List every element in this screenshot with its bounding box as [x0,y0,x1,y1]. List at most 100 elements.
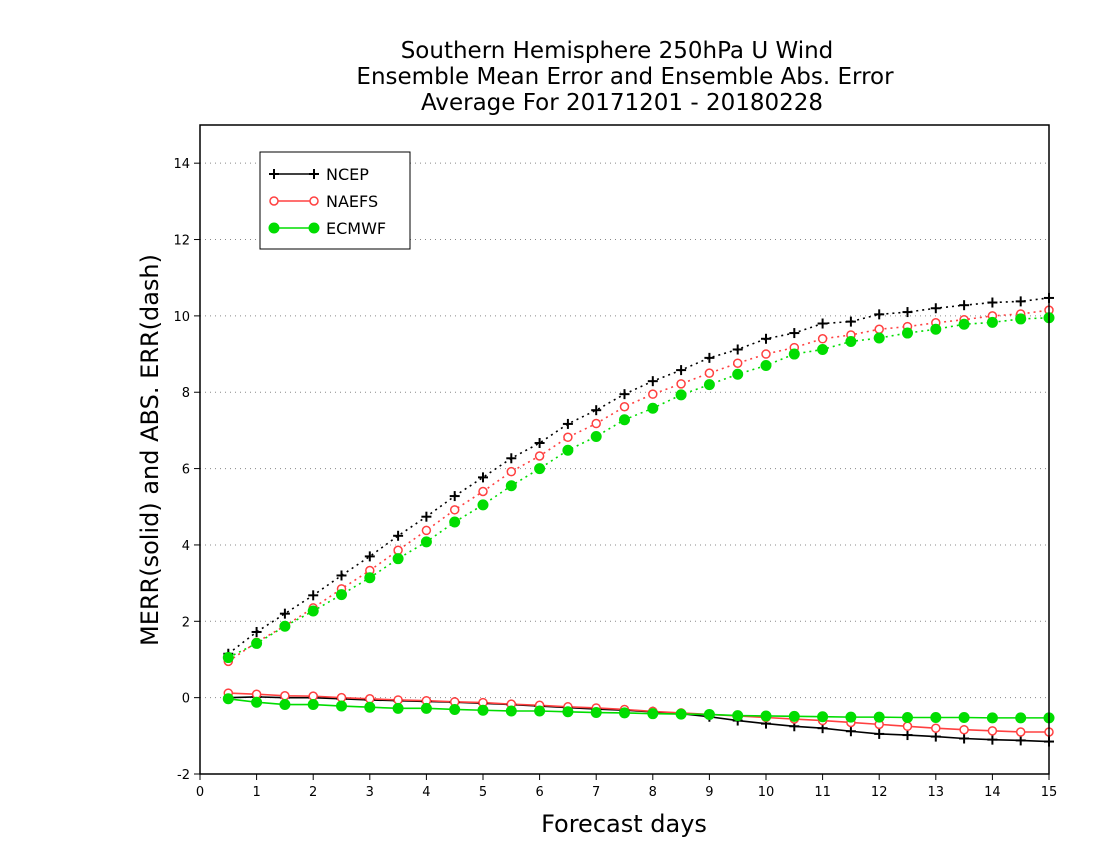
y-tick-label: 10 [173,310,190,325]
plot-area-frame [199,124,1050,775]
ecmwf-mean-error-point [562,706,574,718]
chart-title: Southern Hemisphere 250hPa U Wind Ensemb… [356,38,894,116]
legend-marker-ncep [269,169,279,179]
chart-title-line-2: Ensemble Mean Error and Ensemble Abs. Er… [356,64,894,90]
ecmwf-abs-error-line [227,316,1050,659]
ncep-abs-error-point [562,418,573,429]
ecmwf-mean-error-line [228,697,1049,719]
ecmwf-mean-error-point [307,699,319,711]
ncep-abs-error-point [421,511,432,522]
ecmwf-abs-error-point [279,620,291,632]
legend-label-ncep: NCEP [326,165,369,184]
ecmwf-mean-error-point [817,711,829,723]
ecmwf-mean-error-point [222,693,234,705]
x-tick-label: 8 [649,785,657,800]
x-tick-label: 6 [535,785,543,800]
ncep-abs-error-point [676,365,687,376]
naefs-mean-error-point [931,723,941,733]
naefs-mean-error-point [365,694,375,704]
ecmwf-mean-error-point [392,702,404,714]
x-tick-label: 14 [984,785,1001,800]
ncep-abs-error-point [449,491,460,502]
ecmwf-abs-error-point [930,323,942,335]
naefs-abs-error-point [393,545,403,556]
ecmwf-abs-error-point [420,536,432,548]
ncep-abs-error-point [308,590,319,601]
ecmwf-abs-error-point [251,637,263,649]
x-tick-label: 15 [1041,785,1058,800]
ecmwf-mean-error-point [251,696,263,708]
x-tick-label: 0 [196,785,204,800]
y-tick-label: 2 [182,615,190,630]
ecmwf-mean-error-point [590,707,602,719]
naefs-abs-error-point [648,389,658,399]
ncep-abs-error-point [789,328,800,339]
ncep-abs-error-line [227,297,1050,655]
y-tick-label: 4 [182,539,190,554]
ecmwf-abs-error-point [902,327,913,339]
legend: NCEP NAEFS ECMWF [259,151,411,250]
ncep-abs-error-point [817,318,828,329]
ecmwf-mean-error-point [873,711,885,723]
ncep-abs-error-point [647,376,658,387]
naefs-abs-error-point [761,349,771,359]
ncep-mean-error-point [874,728,885,739]
legend-marker-naefs [309,196,319,206]
ecmwf-mean-error-point [619,707,630,719]
ecmwf-abs-error-point [788,348,800,360]
naefs-mean-error-point [280,690,290,701]
y-tick-label: 6 [182,463,190,478]
ncep-abs-error-point [732,344,743,355]
ecmwf-mean-error-point [647,708,659,720]
y-tick-label: 0 [182,692,190,707]
ncep-mean-error-line [228,696,1050,743]
ncep-mean-error-point [987,734,998,745]
ncep-abs-error-point [930,303,941,314]
chart-title-line-3: Average For 20171201 - 20180228 [421,90,823,116]
x-tick-label: 4 [422,785,430,800]
ecmwf-abs-error-point [534,463,546,475]
ecmwf-abs-error-point [647,402,659,414]
naefs-abs-error-point [676,379,686,389]
naefs-mean-error-point [336,692,347,703]
ecmwf-mean-error-point [760,710,772,722]
naefs-abs-error-line [227,309,1050,663]
ncep-abs-error-point [845,316,856,327]
ncep-abs-error-point [251,626,262,637]
legend-label-naefs: NAEFS [326,192,378,211]
ecmwf-mean-error-point [675,708,687,720]
naefs-abs-error-point [732,358,743,368]
x-tick-label: 11 [814,785,831,800]
ecmwf-abs-error-point [449,516,461,528]
ncep-abs-error-point [1015,296,1026,307]
ncep-mean-error-point [1015,735,1026,746]
ncep-abs-error-point [874,309,885,320]
legend-entry-ecmwf: ECMWF [268,219,386,238]
ecmwf-mean-error-point [449,703,461,715]
ecmwf-abs-error-point [336,589,347,601]
ecmwf-mean-error-point [703,708,715,720]
ecmwf-mean-error-point [336,700,347,712]
ecmwf-abs-error-point [703,379,715,391]
ncep-abs-error-point [364,551,375,562]
legend-entry-naefs: NAEFS [269,192,378,211]
naefs-abs-error-point [534,451,545,461]
ncep-mean-error-point [902,730,913,741]
ncep-abs-error-point [619,389,630,400]
legend-marker-ncep [309,169,319,179]
naefs-mean-error-point [1015,727,1026,737]
ecmwf-mean-error-point [1015,712,1027,724]
ncep-abs-error-point [591,405,602,416]
ecmwf-mean-error-point [788,710,800,722]
chart-title-line-1: Southern Hemisphere 250hPa U Wind [401,38,834,64]
legend-marker-ecmwf [308,222,320,234]
ecmwf-abs-error-point [873,332,885,344]
x-tick-label: 10 [758,785,775,800]
ecmwf-mean-error-point [845,711,857,723]
x-tick-label: 7 [592,785,600,800]
naefs-abs-error-point [619,401,630,412]
ecmwf-abs-error-point [986,316,998,328]
ecmwf-abs-error-point [590,431,602,443]
naefs-mean-error-point [393,695,403,705]
naefs-mean-error-point [308,691,318,701]
